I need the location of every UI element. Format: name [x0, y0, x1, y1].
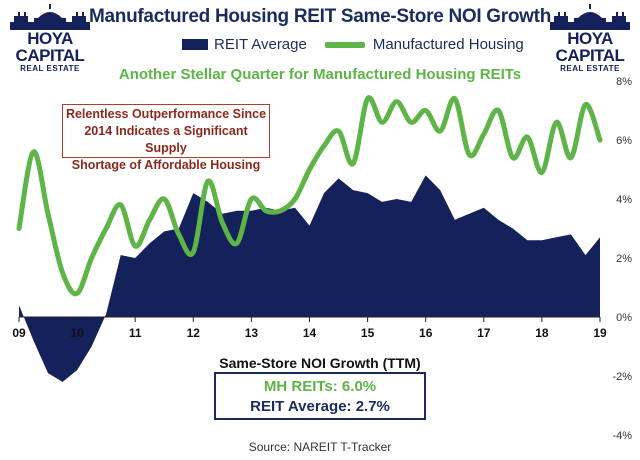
manufactured-housing-line — [16, 95, 603, 297]
x-tick-label: 10 — [70, 326, 84, 340]
summary-reit: REIT Average: 2.7% — [250, 398, 390, 415]
summary-box: MH REITs: 6.0% REIT Average: 2.7% — [214, 372, 426, 420]
x-tick-label: 18 — [535, 326, 549, 340]
legend-label-reit: REIT Average — [214, 36, 307, 53]
capitol-skyline-icon — [550, 4, 630, 30]
x-tick-label: 16 — [419, 326, 433, 340]
y-tick-label: -4% — [612, 430, 632, 442]
y-tick-label: 0% — [616, 312, 632, 324]
legend-swatch-reit — [182, 39, 208, 50]
capitol-skyline-icon — [10, 4, 90, 30]
x-tick-label: 09 — [12, 326, 26, 340]
y-tick-label: -2% — [612, 371, 632, 383]
callout-line: Relentless Outperformance Since — [65, 107, 267, 121]
y-tick-label: 4% — [616, 194, 632, 206]
callout-line: 2014 Indicates a Significant Supply — [84, 124, 248, 155]
x-tick-label: 13 — [245, 326, 259, 340]
chart-title: Manufactured Housing REIT Same-Store NOI… — [89, 6, 551, 27]
chart-subtitle: Another Stellar Quarter for Manufactured… — [118, 66, 522, 83]
y-tick-label: 2% — [616, 253, 632, 265]
chart-legend: REIT Average Manufactured Housing — [182, 36, 524, 53]
x-tick-label: 17 — [477, 326, 491, 340]
y-tick-label: 6% — [616, 135, 632, 147]
reit-average-area — [19, 175, 600, 382]
x-tick-label: 15 — [361, 326, 375, 340]
x-tick-label: 12 — [187, 326, 201, 340]
callout-box: Relentless Outperformance Since 2014 Ind… — [62, 104, 270, 172]
legend-swatch-mh — [324, 41, 365, 48]
x-tick-label: 11 — [129, 326, 142, 340]
x-axis-title: Same-Store NOI Growth (TTM) — [219, 355, 421, 371]
source-note: Source: NAREIT T-Tracker — [248, 440, 392, 454]
hoya-capital-logo-left: HOYA CAPITAL REAL ESTATE — [4, 4, 96, 74]
x-tick-label: 14 — [303, 326, 317, 340]
hoya-capital-logo-right: HOYA CAPITAL REAL ESTATE — [544, 4, 636, 74]
y-tick-label: 8% — [616, 76, 632, 88]
callout-line: Shortage of Affordable Housing — [71, 158, 261, 172]
x-tick-label: 19 — [593, 326, 607, 340]
legend-label-mh: Manufactured Housing — [372, 36, 524, 53]
summary-mh: MH REITs: 6.0% — [263, 378, 377, 395]
